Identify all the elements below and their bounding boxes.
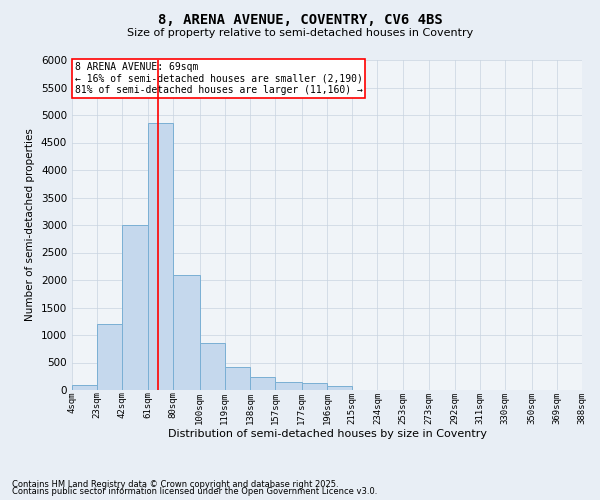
Bar xyxy=(97,324,122,390)
Text: Contains public sector information licensed under the Open Government Licence v3: Contains public sector information licen… xyxy=(12,487,377,496)
Bar xyxy=(225,367,250,390)
Bar xyxy=(148,123,173,390)
Text: 8 ARENA AVENUE: 69sqm
← 16% of semi-detached houses are smaller (2,190)
81% of s: 8 ARENA AVENUE: 69sqm ← 16% of semi-deta… xyxy=(74,62,362,95)
Text: 8, ARENA AVENUE, COVENTRY, CV6 4BS: 8, ARENA AVENUE, COVENTRY, CV6 4BS xyxy=(158,12,442,26)
Bar xyxy=(72,384,97,390)
Bar xyxy=(302,384,327,390)
X-axis label: Distribution of semi-detached houses by size in Coventry: Distribution of semi-detached houses by … xyxy=(167,429,487,439)
Bar xyxy=(199,343,225,390)
Text: Size of property relative to semi-detached houses in Coventry: Size of property relative to semi-detach… xyxy=(127,28,473,38)
Bar xyxy=(250,378,275,390)
Bar xyxy=(327,386,352,390)
Bar xyxy=(122,225,148,390)
Bar xyxy=(275,382,302,390)
Bar xyxy=(173,274,199,390)
Text: Contains HM Land Registry data © Crown copyright and database right 2025.: Contains HM Land Registry data © Crown c… xyxy=(12,480,338,489)
Y-axis label: Number of semi-detached properties: Number of semi-detached properties xyxy=(25,128,35,322)
